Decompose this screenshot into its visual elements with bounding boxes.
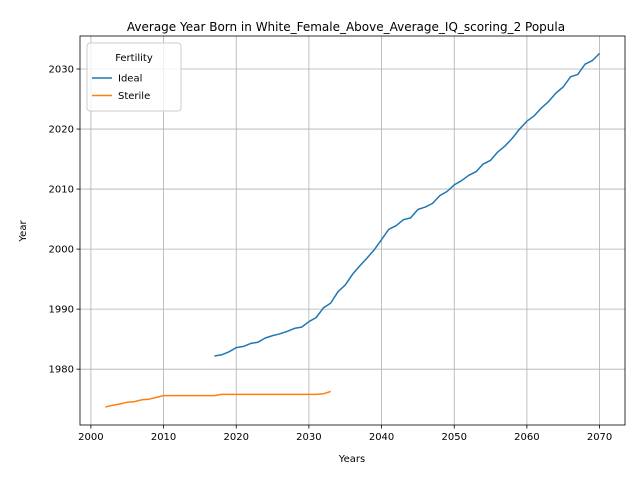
y-tick-label: 2030 [49, 65, 74, 76]
legend-label-ideal: Ideal [118, 74, 142, 85]
x-axis: 2000 2010 2020 2030 2040 2050 2060 2070 [78, 425, 612, 443]
x-axis-label: Years [338, 454, 365, 465]
series-line-sterile [105, 390, 331, 408]
y-tick-label: 2000 [49, 245, 74, 256]
series-lines [105, 52, 601, 408]
plot-frame [79, 35, 626, 426]
legend-title: Fertility [115, 53, 153, 64]
chart-title: Average Year Born in White_Female_Above_… [127, 20, 565, 34]
x-tick-label: 2030 [296, 432, 321, 443]
x-tick-label: 2060 [514, 432, 539, 443]
legend-label-sterile: Sterile [118, 91, 150, 102]
y-axis-label: Year [18, 220, 29, 243]
x-tick-label: 2000 [78, 432, 103, 443]
y-tick-label: 1990 [49, 305, 74, 316]
grid-lines [80, 36, 625, 425]
legend: Fertility Ideal Sterile [86, 42, 182, 112]
series-line-ideal [214, 52, 601, 357]
x-tick-label: 2040 [369, 432, 394, 443]
y-tick-label: 2010 [49, 185, 74, 196]
x-tick-label: 2050 [442, 432, 467, 443]
x-tick-label: 2020 [224, 432, 249, 443]
legend-entries: Ideal Sterile [92, 74, 150, 102]
legend-box [86, 42, 182, 112]
y-axis: 1980 1990 2000 2010 2020 2030 [49, 65, 80, 376]
y-tick-label: 2020 [49, 125, 74, 136]
x-tick-label: 2010 [151, 432, 176, 443]
x-tick-label: 2070 [587, 432, 612, 443]
y-tick-label: 1980 [49, 365, 74, 376]
